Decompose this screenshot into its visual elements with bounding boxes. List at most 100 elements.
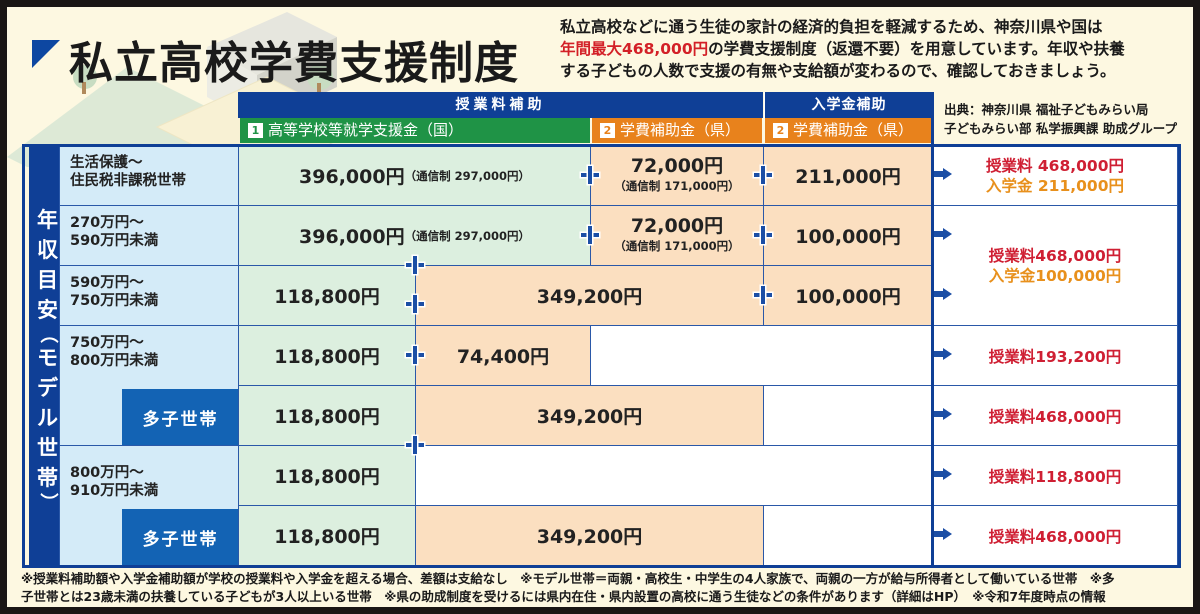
national-amount-row4: 118,800円 xyxy=(238,325,416,386)
vlabel-char: 年 xyxy=(37,208,58,232)
amount: 396,000円 xyxy=(299,166,405,188)
pref-amount-row4: 74,400円 xyxy=(415,325,591,386)
arrow-right-icon xyxy=(934,348,952,360)
number-badge: 1 xyxy=(248,123,263,138)
income-line: 590万円～ xyxy=(70,275,144,291)
income-bracket-2: 270万円～ 590万円未満 xyxy=(59,205,239,266)
source-line-2: 子どもみらい部 私学振興課 助成グループ xyxy=(944,121,1177,136)
result-tuition: 授業料 468,000円 xyxy=(986,156,1124,175)
result-tuition: 授業料193,200円 xyxy=(988,347,1122,366)
page-title: 私立高校学費支援制度 xyxy=(69,38,519,89)
empty-cell-row7 xyxy=(763,505,933,566)
income-line: 590万円未満 xyxy=(70,233,159,249)
vlabel-char: ） xyxy=(37,493,59,511)
vlabel-char: ル xyxy=(37,406,58,430)
intro-text: 私立高校などに通う生徒の家計の経済的負担を軽減するため、神奈川県や国は 年間最大… xyxy=(560,16,1190,82)
amount-note: （通信制 171,000円） xyxy=(614,178,740,193)
national-amount-row7: 118,800円 xyxy=(238,505,416,566)
plus-icon xyxy=(754,286,772,304)
vlabel-char: （ xyxy=(37,325,59,343)
arrow-right-icon xyxy=(934,228,952,240)
admission-amount-row2: 100,000円 xyxy=(763,205,933,266)
pref-amount-row1: 72,000円 （通信制 171,000円） xyxy=(590,145,764,206)
intro-line-3: する子どもの人数で支援の有無や支給額が変わるので、確認しておきましょう。 xyxy=(560,62,1116,80)
national-amount-row6: 118,800円 xyxy=(238,445,416,506)
plus-icon xyxy=(754,226,772,244)
arrow-right-icon xyxy=(934,408,952,420)
admission-amount-row3: 100,000円 xyxy=(763,265,933,326)
arrow-right-icon xyxy=(934,288,952,300)
income-line: 750万円未満 xyxy=(70,293,159,309)
arrow-right-icon xyxy=(934,168,952,180)
number-badge: 2 xyxy=(773,123,788,138)
footnotes: ※授業料補助額や入学金補助額が学校の授業料や入学金を超える場合、差額は支給なし … xyxy=(21,570,1191,606)
vlabel-char: モ xyxy=(37,346,58,370)
amount-note: （通信制 297,000円） xyxy=(404,228,530,243)
number-badge: 2 xyxy=(600,123,615,138)
pref-amount-row2: 72,000円 （通信制 171,000円） xyxy=(590,205,764,266)
income-line: 800万円未満 xyxy=(70,353,159,369)
footnote-line-2: 子世帯とは23歳未満の扶養している子どもが3人以上いる世帯 ※県の助成制度を受け… xyxy=(21,589,1106,604)
national-amount-row1: 396,000円 （通信制 297,000円） xyxy=(238,145,591,206)
result-row7: 授業料468,000円 xyxy=(932,505,1178,566)
result-admission: 入学金100,000円 xyxy=(988,266,1122,285)
subheader-pref-admission: 2 学費補助金（県） xyxy=(765,118,933,143)
source-credit: 出典：神奈川県 福祉子どもみらい局 子どもみらい部 私学振興課 助成グループ xyxy=(944,100,1193,138)
footnote-line-1: ※授業料補助額や入学金補助額が学校の授業料や入学金を超える場合、差額は支給なし … xyxy=(21,571,1115,586)
national-amount-row3: 118,800円 xyxy=(238,265,416,326)
empty-cell-row4 xyxy=(590,325,933,386)
plus-icon xyxy=(406,295,424,313)
source-line-1: 出典：神奈川県 福祉子どもみらい局 xyxy=(944,102,1149,117)
plus-icon xyxy=(406,436,424,454)
subheader-pref-tuition: 2 学費補助金（県） xyxy=(592,118,762,143)
intro-highlight: 年間最大468,000円 xyxy=(560,40,709,58)
result-row6: 授業料118,800円 xyxy=(932,445,1178,506)
arrow-right-icon xyxy=(934,468,952,480)
amount: 72,000円 xyxy=(630,214,724,237)
vlabel-char: 目 xyxy=(37,268,58,292)
income-line: 750万円～ xyxy=(70,335,144,351)
vlabel-char: 世 xyxy=(37,436,58,460)
admission-amount-row1: 211,000円 xyxy=(763,145,933,206)
pref-amount-row3: 349,200円 xyxy=(415,265,764,326)
national-amount-row5: 118,800円 xyxy=(238,385,416,446)
intro-line-2-rest: の学費支援制度（返還不要）を用意しています。年収や扶養 xyxy=(708,40,1125,58)
empty-cell-row6 xyxy=(415,445,933,506)
result-tuition: 授業料468,000円 xyxy=(988,527,1122,546)
result-row5: 授業料468,000円 xyxy=(932,385,1178,446)
result-tuition: 授業料468,000円 xyxy=(988,407,1122,426)
income-line: 270万円～ xyxy=(70,215,144,231)
income-line: 生活保護～ xyxy=(70,155,143,171)
income-bracket-3: 590万円～ 750万円未満 xyxy=(59,265,239,326)
vlabel-char: デ xyxy=(37,376,58,400)
vlabel-char: 安 xyxy=(37,298,58,322)
subheader-national: 1 高等学校等就学支援金（国） xyxy=(240,118,590,143)
result-tuition: 授業料468,000円 xyxy=(988,246,1122,265)
intro-line-1: 私立高校などに通う生徒の家計の経済的負担を軽減するため、神奈川県や国は xyxy=(560,18,1103,36)
income-line: 910万円未満 xyxy=(70,483,159,499)
amount: 72,000円 xyxy=(630,154,724,177)
empty-cell-row5 xyxy=(763,385,933,446)
pref-amount-row7: 349,200円 xyxy=(415,505,764,566)
pref-amount-row5: 349,200円 xyxy=(415,385,764,446)
plus-icon xyxy=(406,256,424,274)
result-admission: 入学金 211,000円 xyxy=(986,176,1124,195)
amount-note: （通信制 297,000円） xyxy=(404,168,530,183)
subheader-label: 高等学校等就学支援金（国） xyxy=(268,121,464,139)
income-line: 住民税非課税世帯 xyxy=(70,173,186,189)
plus-icon xyxy=(581,226,599,244)
result-row4: 授業料193,200円 xyxy=(932,325,1178,386)
header-tuition-subsidy: 授業料補助 xyxy=(238,92,763,118)
vlabel-char: 収 xyxy=(37,238,58,262)
intro-line-2: 年間最大468,000円の学費支援制度（返還不要）を用意しています。年収や扶養 xyxy=(560,38,1190,60)
infographic-frame: 私立高校学費支援制度 私立高校などに通う生徒の家計の経済的負担を軽減するため、神… xyxy=(7,7,1193,607)
amount-note: （通信制 171,000円） xyxy=(614,238,740,253)
header-admission-subsidy: 入学金補助 xyxy=(764,92,933,118)
multi-child-badge: 多子世帯 xyxy=(122,509,239,566)
income-bracket-1: 生活保護～ 住民税非課税世帯 xyxy=(59,145,239,206)
result-row1: 授業料 468,000円 入学金 211,000円 xyxy=(932,145,1178,206)
result-tuition: 授業料118,800円 xyxy=(988,467,1122,486)
plus-icon xyxy=(754,166,772,184)
subheader-label: 学費補助金（県） xyxy=(620,121,741,139)
result-rows2-3: 授業料468,000円 入学金100,000円 xyxy=(932,205,1178,326)
